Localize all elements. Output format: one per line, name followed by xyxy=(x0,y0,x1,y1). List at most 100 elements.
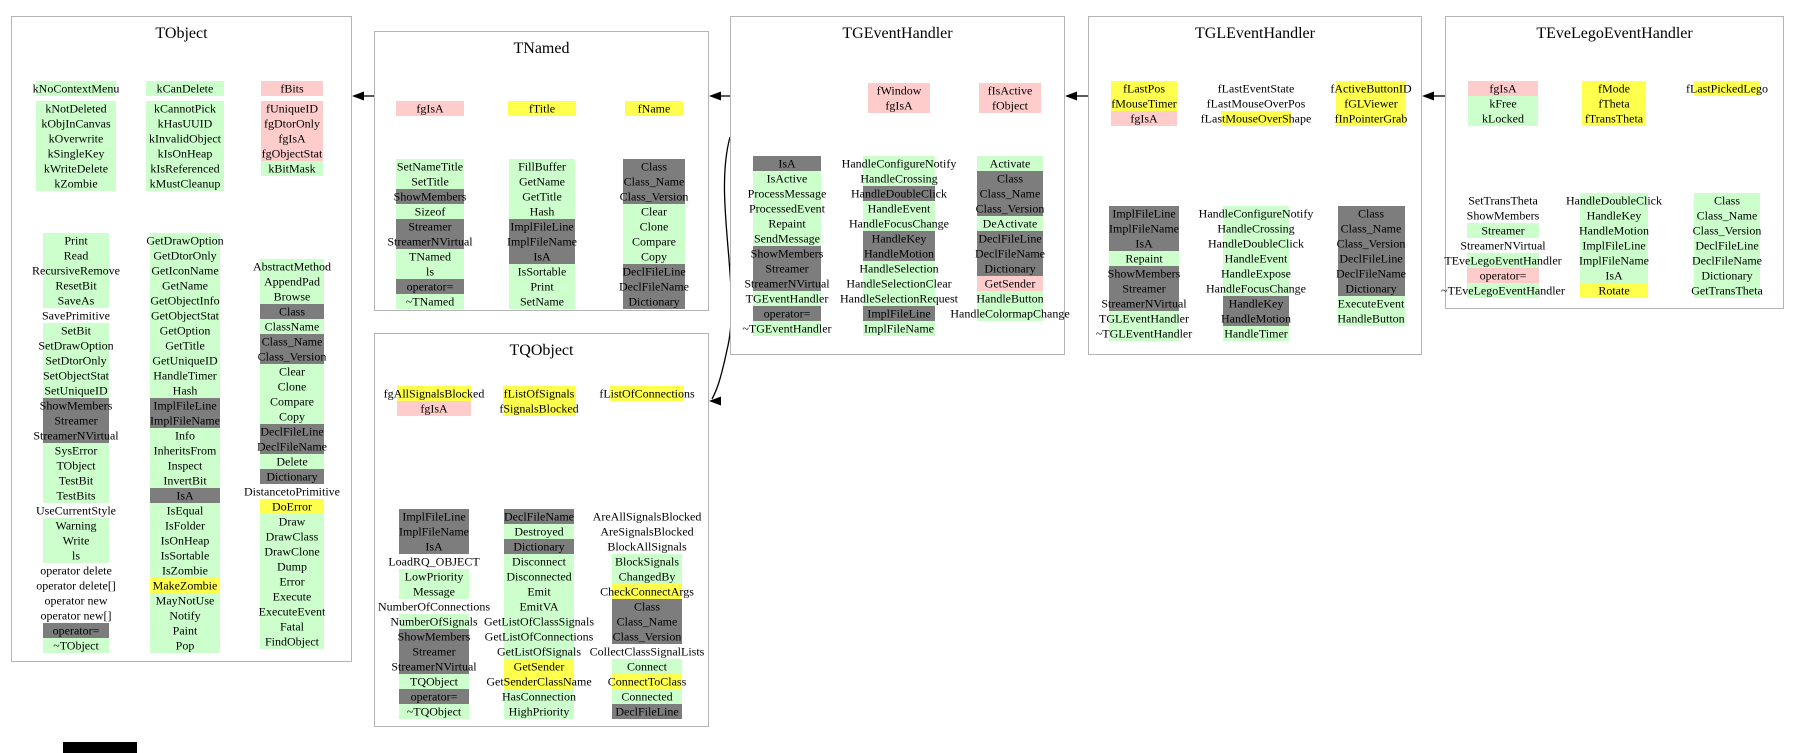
member-name: Clone xyxy=(639,219,669,233)
member-name: SetObjectStat xyxy=(43,368,109,382)
member-cell: HandleCrossing xyxy=(860,171,938,186)
member-name: Clear xyxy=(279,364,305,378)
member-name: fLastEventState xyxy=(1217,81,1295,95)
member-name: HandleConfigureNotify xyxy=(1198,206,1314,220)
member-name: ImplFileLine xyxy=(510,219,574,233)
member-name: HandleSelectionClear xyxy=(846,276,952,290)
member-name: SetDrawOption xyxy=(38,338,114,352)
member-cell: DrawClass xyxy=(260,529,324,544)
member-name: Class_Version xyxy=(257,349,327,363)
member-name: HandleKey xyxy=(1228,296,1284,310)
member-cell: ProcessMessage xyxy=(748,186,826,201)
member-name: operator= xyxy=(410,689,458,703)
member-cell: operator= xyxy=(753,306,821,321)
member-name: GetOption xyxy=(159,323,211,337)
member-name: ShowMembers xyxy=(1466,208,1540,222)
member-name: kLocked xyxy=(1482,111,1524,125)
member-cell: Rotate xyxy=(1580,283,1648,298)
member-name: DeclFileName xyxy=(1692,253,1762,267)
member-cell: GetIconName xyxy=(150,263,220,278)
member-cell: kBitMask xyxy=(261,161,323,176)
member-cell: fUniqueID xyxy=(261,101,323,116)
member-cell: SetDtorOnly xyxy=(43,353,109,368)
member-cell: fgIsA xyxy=(1468,81,1538,96)
member-cell: kFree xyxy=(1468,96,1538,111)
member-name: HandleKey xyxy=(1586,208,1642,222)
member-cell: SysError xyxy=(43,443,109,458)
member-name: fMouseTimer xyxy=(1111,96,1177,110)
member-cell: HandleButton xyxy=(1337,311,1405,326)
arrowhead-tgeventhandler-to-tqobject xyxy=(709,396,721,406)
member-cell: TNamed xyxy=(396,249,464,264)
member-cell: Streamer xyxy=(1467,223,1539,238)
member-name: Inspect xyxy=(167,458,203,472)
member-name: InheritsFrom xyxy=(153,443,217,457)
member-name: GetTitle xyxy=(165,338,205,352)
member-cell: IsEqual xyxy=(150,503,220,518)
member-cell: HandleKey xyxy=(863,231,935,246)
member-name: HandleButton xyxy=(1337,311,1405,325)
member-name: DoError xyxy=(272,499,312,513)
member-name: TGEventHandler xyxy=(745,291,829,305)
member-name: Info xyxy=(175,428,195,442)
member-name: SetName xyxy=(520,294,564,308)
member-cell: HandleEvent xyxy=(863,201,935,216)
member-name: DeclFileName xyxy=(257,439,327,453)
member-name: ~TEveLegoEventHandler xyxy=(1441,283,1565,297)
member-cell: Clone xyxy=(260,379,324,394)
member-name: Streamer xyxy=(1122,281,1166,295)
member-cell: HandleFocusChange xyxy=(849,216,949,231)
member-cell: ImplFileName xyxy=(1109,221,1179,236)
member-name: Print xyxy=(64,233,88,247)
member-name: SetTransTheta xyxy=(1468,193,1538,207)
member-cell: IsZombie xyxy=(150,563,220,578)
member-cell: kHasUUID xyxy=(146,116,224,131)
member-name: IsActive xyxy=(766,171,808,185)
member-cell: Disconnect xyxy=(504,554,574,569)
member-name: StreamerNVirtual xyxy=(33,428,119,442)
member-name: Class xyxy=(1713,193,1741,207)
member-cell: ImplFileLine xyxy=(509,219,575,234)
member-cell: HandleSelectionRequest xyxy=(840,291,958,306)
member-cell: Repaint xyxy=(1109,251,1179,266)
member-cell: StreamerNVirtual xyxy=(33,428,119,443)
member-name: ImplFileName xyxy=(507,234,577,248)
member-cell: DeclFileLine xyxy=(977,231,1043,246)
member-cell: AreSignalsBlocked xyxy=(600,524,693,539)
member-cell: DoError xyxy=(260,499,324,514)
member-name: kCannotPick xyxy=(154,101,216,115)
member-cell: ShowMembers xyxy=(394,189,466,204)
member-cell: HandleMotion xyxy=(1579,223,1649,238)
member-cell: ExecuteEvent xyxy=(259,604,325,619)
member-name: Class xyxy=(1357,206,1385,220)
member-name: Class_Name xyxy=(616,614,678,628)
member-cell: Sizeof xyxy=(396,204,464,219)
member-name: SysError xyxy=(54,443,98,457)
member-cell: ImplFileLine xyxy=(863,306,935,321)
member-cell: kZombie xyxy=(36,176,116,191)
member-cell: fLastMouseOverPos xyxy=(1207,96,1306,111)
member-name: Class_Name xyxy=(623,174,685,188)
member-name: HandleCrossing xyxy=(860,171,938,185)
member-cell: ShowMembers xyxy=(1466,208,1540,223)
arrowhead-tgleventhandler-to-tgeventhandler xyxy=(1065,91,1077,101)
member-name: SavePrimitive xyxy=(42,308,110,322)
member-cell: ImplFileName xyxy=(150,413,220,428)
member-name: Rotate xyxy=(1598,283,1630,297)
member-cell: ExecuteEvent xyxy=(1337,296,1405,311)
member-name: Sizeof xyxy=(414,204,446,218)
member-cell: ImplFileLine xyxy=(1580,238,1648,253)
member-cell: GetListOfClassSignals xyxy=(484,614,594,629)
member-name: NumberOfSignals xyxy=(390,614,478,628)
member-name: MayNotUse xyxy=(155,593,215,607)
member-name: HandleCrossing xyxy=(1217,221,1295,235)
member-name: DeclFileName xyxy=(975,246,1045,260)
member-cell: StreamerNVirtual xyxy=(1460,238,1545,253)
member-name: Dictionary xyxy=(266,469,318,483)
member-name: IsA xyxy=(533,249,551,263)
member-name: IsA xyxy=(1605,268,1623,282)
member-name: StreamerNVirtual xyxy=(1460,238,1546,252)
member-cell: ChangedBy xyxy=(612,569,682,584)
member-cell: Class_Name xyxy=(612,614,682,629)
member-cell: ProcessedEvent xyxy=(749,201,825,216)
